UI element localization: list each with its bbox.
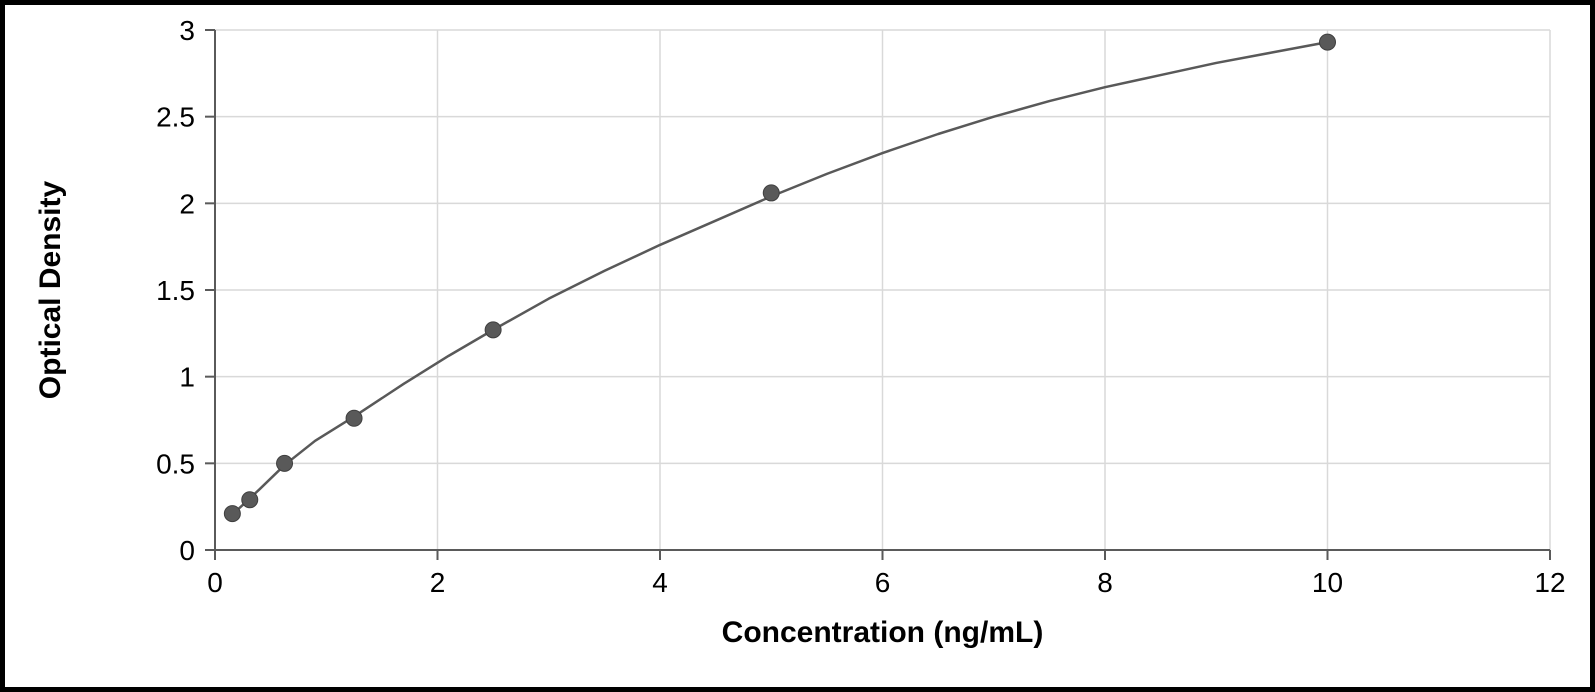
- y-tick-label: 1: [179, 362, 195, 393]
- y-tick-label: 1.5: [156, 275, 195, 306]
- x-tick-label: 10: [1312, 567, 1343, 598]
- data-point: [242, 492, 258, 508]
- data-point: [346, 410, 362, 426]
- y-tick-label: 0.5: [156, 448, 195, 479]
- data-point: [224, 506, 240, 522]
- x-tick-label: 12: [1534, 567, 1565, 598]
- y-axis-label: Optical Density: [34, 180, 67, 399]
- chart-svg: 0 2 4 6 8 10 12 0 0.5 1 1.5 2 2.5 3 Concentration (ng/…: [5, 5, 1590, 687]
- y-tick-label: 2: [179, 188, 195, 219]
- y-tick-label: 3: [179, 15, 195, 46]
- x-tick-label: 8: [1097, 567, 1113, 598]
- x-tick-label: 2: [430, 567, 446, 598]
- data-point: [485, 322, 501, 338]
- x-tick-label: 4: [652, 567, 668, 598]
- y-tick-label: 2.5: [156, 102, 195, 133]
- x-tick-label: 6: [875, 567, 891, 598]
- data-point: [763, 185, 779, 201]
- y-tick-label: 0: [179, 535, 195, 566]
- data-point: [277, 455, 293, 471]
- chart-frame: 0 2 4 6 8 10 12 0 0.5 1 1.5 2 2.5 3 Concentration (ng/…: [0, 0, 1595, 692]
- x-tick-label: 0: [207, 567, 223, 598]
- plot-background: [5, 5, 1590, 687]
- data-point: [1320, 34, 1336, 50]
- x-axis-label: Concentration (ng/mL): [722, 616, 1044, 649]
